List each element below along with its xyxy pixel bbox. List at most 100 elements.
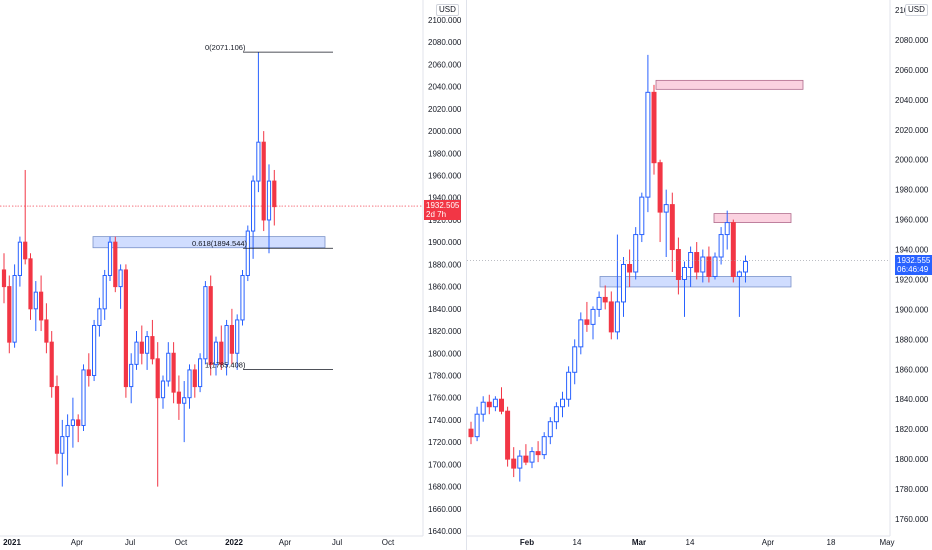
price-axis-tick: 1940.000 <box>428 194 462 203</box>
time-axis-tick: Apr <box>71 538 84 547</box>
right-chart-canvas[interactable]: 2100.0002080.0002060.0002040.0002020.000… <box>467 0 932 550</box>
candle-body <box>145 336 150 354</box>
candle-body <box>272 180 277 208</box>
candle-body <box>150 336 155 360</box>
price-axis-tick: 1960.000 <box>895 216 929 225</box>
candle-body <box>65 424 70 438</box>
time-axis-tick: Mar <box>632 538 646 547</box>
candle-body <box>566 371 572 400</box>
candle-body <box>712 256 718 277</box>
candle-body <box>213 341 219 365</box>
candle-body <box>602 296 608 303</box>
candle-body <box>621 264 626 303</box>
candle-body <box>155 358 160 399</box>
time-axis-tick: 14 <box>686 538 695 547</box>
candle-body <box>651 91 657 164</box>
candle-body <box>700 256 706 273</box>
candle-body <box>171 352 176 393</box>
price-axis-tick: 1880.000 <box>428 260 462 269</box>
price-axis-tick: 1820.000 <box>428 327 462 336</box>
candle-body <box>627 264 633 273</box>
left-currency-label[interactable]: USD <box>436 4 459 16</box>
time-axis-tick: 14 <box>573 538 582 547</box>
price-axis-tick: 1760.000 <box>428 394 462 403</box>
candle-body <box>614 301 620 333</box>
candle-body <box>553 406 559 423</box>
candle-body <box>486 401 492 408</box>
left-last-price-value: 1932.505 <box>426 201 460 211</box>
left-countdown: 2d 7h <box>426 210 447 220</box>
candle-body <box>160 380 166 399</box>
candle-body <box>547 421 553 438</box>
time-axis-tick: Apr <box>762 538 775 547</box>
right-countdown: 06:46:49 <box>897 264 929 274</box>
candle-body <box>60 436 65 454</box>
candle-body <box>123 269 129 388</box>
supply-zone <box>713 213 792 223</box>
right-last-price-value: 1932.555 <box>897 255 931 265</box>
candle-body <box>134 341 139 365</box>
candle-body <box>17 241 22 277</box>
candle-body <box>523 455 529 463</box>
price-axis-tick: 1780.000 <box>895 485 929 494</box>
candle-body <box>208 286 213 365</box>
candle-body <box>49 341 54 388</box>
candle-body <box>81 369 86 426</box>
right-currency-label[interactable]: USD <box>905 4 928 16</box>
demand-zone <box>92 236 326 249</box>
candle-body <box>724 222 730 236</box>
candle-body <box>7 286 12 343</box>
price-axis-tick: 1760.000 <box>895 515 929 524</box>
price-axis-tick: 1960.000 <box>428 172 462 181</box>
price-axis-tick: 2080.000 <box>428 38 462 47</box>
price-axis-tick: 1780.000 <box>428 371 462 380</box>
candle-body <box>203 286 208 360</box>
candle-body <box>694 252 700 273</box>
right-chart-pane[interactable]: 2100.0002080.0002060.0002040.0002020.000… <box>466 0 932 550</box>
candle-body <box>743 261 748 273</box>
candle-body <box>474 413 480 438</box>
candle-body <box>688 252 694 268</box>
left-last-price-tag: 1932.505 2d 7h <box>424 200 462 221</box>
candle-body <box>33 291 38 310</box>
supply-zone <box>655 79 804 90</box>
price-axis-tick: 1680.000 <box>428 483 462 492</box>
left-chart-pane[interactable]: 2100.000 2080.000 2060.000 2040.000 2020.000… <box>0 0 466 550</box>
candle-body <box>657 162 663 213</box>
candle-body <box>166 352 171 382</box>
candle-body <box>639 196 645 236</box>
price-axis-tick: 1980.000 <box>895 186 929 195</box>
candle-body <box>219 341 224 365</box>
price-axis-tick: 2060.000 <box>428 60 462 69</box>
candle-body <box>139 341 144 354</box>
candle-body <box>54 386 60 454</box>
price-axis-tick: 1920.000 <box>895 275 929 284</box>
demand-zone <box>599 276 792 288</box>
candle-body <box>129 363 134 388</box>
price-axis-tick: 2000.000 <box>428 127 462 136</box>
candle-body <box>76 419 81 426</box>
candle-body <box>187 369 192 399</box>
fib-level-label: 0(2071.106) <box>205 43 246 52</box>
candle-body <box>224 324 229 365</box>
candle-body <box>499 398 504 412</box>
candle-body <box>480 401 486 415</box>
time-axis-tick: 18 <box>827 538 836 547</box>
candle-body <box>229 324 235 354</box>
time-axis-tick: Apr <box>279 538 292 547</box>
candle-body <box>28 258 33 310</box>
candle-body <box>118 269 123 288</box>
price-axis-tick: 2060.000 <box>895 66 929 75</box>
time-axis-tick: Jul <box>125 538 135 547</box>
time-axis-tick: Oct <box>175 538 188 547</box>
price-axis-tick: 1720.000 <box>428 438 462 447</box>
candle-body <box>633 234 639 273</box>
candle-body <box>517 455 523 469</box>
candle-body <box>261 141 266 221</box>
price-axis-tick: 1660.000 <box>428 505 462 514</box>
left-chart-canvas[interactable]: 2100.000 2080.000 2060.000 2040.000 2020.000… <box>0 0 466 550</box>
candle-body <box>107 241 113 277</box>
time-axis-tick: Oct <box>382 538 395 547</box>
candle-body <box>560 398 565 408</box>
price-axis-tick: 2000.000 <box>895 156 929 165</box>
